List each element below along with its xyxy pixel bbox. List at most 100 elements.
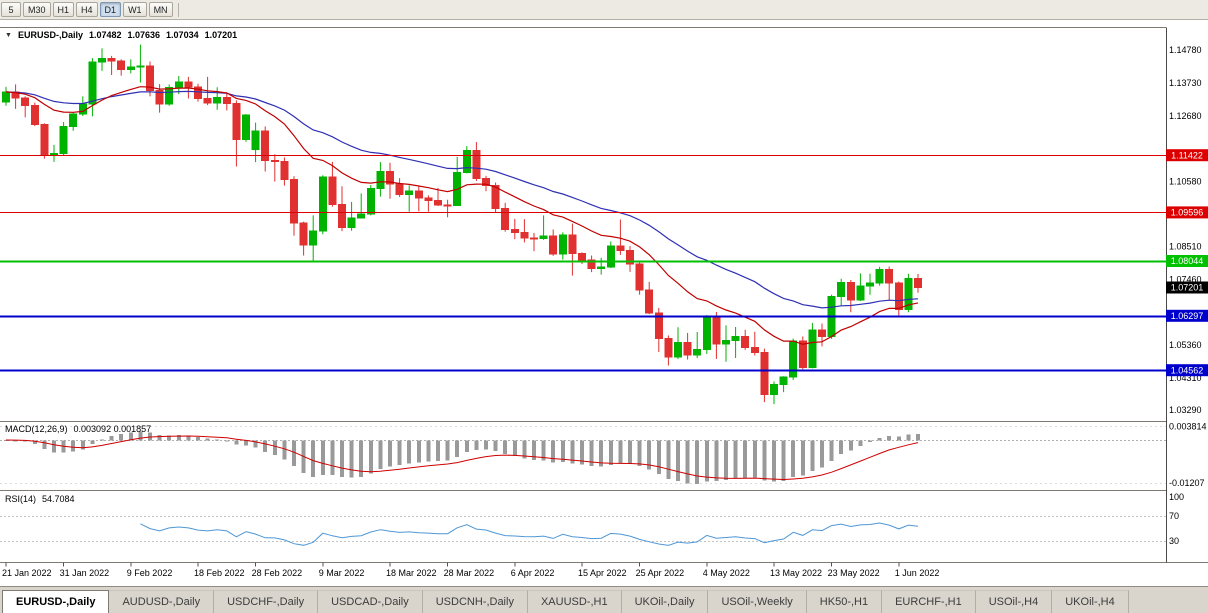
candle-body [270, 160, 279, 163]
candle-body [165, 87, 174, 105]
chart-tab-eurchf-h1[interactable]: EURCHF-,H1 [882, 590, 976, 613]
ohlc-close: 1.07201 [204, 30, 238, 40]
macd-bar [330, 440, 335, 476]
macd-bar [167, 435, 172, 441]
chart-workspace: 1.14780 1.13730 1.12680 1.10580 1.08510 1.074… [0, 20, 1208, 586]
candle-body [261, 130, 270, 162]
macd-bar [320, 440, 325, 475]
macd-bar [589, 440, 594, 466]
chart-tab-usdcnh-daily[interactable]: USDCNH-,Daily [422, 590, 528, 613]
candle-body [222, 96, 231, 105]
chart-tab-eurusd-daily[interactable]: EURUSD-,Daily [2, 590, 110, 613]
timeframe-button-M30[interactable]: M30 [23, 2, 51, 17]
macd-bar [80, 440, 85, 450]
candle-body [213, 96, 222, 104]
macd-bar [714, 440, 719, 482]
macd-bar [138, 431, 143, 441]
chart-tab-audusd-daily[interactable]: AUDUSD-,Daily [109, 590, 215, 613]
candle-body [203, 98, 212, 104]
candle-body [741, 336, 750, 348]
timeframe-button-5[interactable]: 5 [1, 2, 21, 17]
candle-body [712, 317, 721, 345]
candle-body [501, 208, 510, 231]
chart-tab-usoil-weekly[interactable]: USOil-,Weekly [708, 590, 807, 613]
date-tick-label: 23 May 2022 [828, 568, 880, 578]
macd-bar [532, 440, 536, 460]
candle-body [443, 204, 452, 207]
candle-body [184, 81, 193, 88]
macd-bar [234, 440, 239, 445]
candle-body [693, 349, 702, 356]
date-tick-label: 31 Jan 2022 [60, 568, 110, 578]
chart-tab-ukoil-h4[interactable]: UKOil-,H4 [1052, 590, 1129, 613]
timeframe-button-H4[interactable]: H4 [76, 2, 98, 17]
macd-bar [263, 440, 268, 452]
date-tick-label: 28 Feb 2022 [252, 568, 303, 578]
candle-body [558, 234, 567, 255]
macd-bar [368, 440, 373, 474]
macd-bar [551, 440, 556, 463]
support-badge-text: 1.06297 [1171, 311, 1204, 321]
macd-bar [436, 440, 440, 462]
macd-bar [877, 437, 882, 441]
timeframe-button-D1[interactable]: D1 [99, 2, 122, 17]
candle-body [194, 86, 202, 100]
timeframe-button-W1[interactable]: W1 [123, 2, 147, 17]
macd-bar [349, 440, 354, 478]
date-tick-label: 9 Mar 2022 [319, 568, 365, 578]
price-axis-label: 1.13730 [1169, 78, 1202, 88]
price-axis-label: 1.14780 [1169, 45, 1202, 55]
price-axis-label: 1.12680 [1169, 111, 1202, 121]
macd-bar [762, 440, 767, 481]
chart-tab-xauusd-h1[interactable]: XAUUSD-,H1 [527, 590, 622, 613]
candle-body [520, 232, 529, 239]
candle-body [117, 60, 126, 70]
candle-body [510, 229, 519, 234]
macd-axis-label: 0.003814 [1169, 421, 1207, 431]
date-tick-label: 6 Apr 2022 [511, 568, 555, 578]
candle-body [731, 336, 740, 341]
timeframe-button-MN[interactable]: MN [148, 2, 173, 17]
ohlc-open: 1.07482 [88, 30, 122, 40]
macd-name: MACD(12,26,9) [5, 424, 68, 434]
chart-tab-usdchf-daily[interactable]: USDCHF-,Daily [214, 590, 319, 613]
macd-bar [512, 440, 517, 457]
chart-canvas[interactable]: 1.14780 1.13730 1.12680 1.10580 1.08510 1.074… [0, 20, 1208, 586]
timeframe-button-H1[interactable]: H1 [52, 2, 75, 17]
macd-bar [42, 440, 47, 449]
date-tick-label: 4 May 2022 [703, 568, 750, 578]
chart-tab-ukoil-daily[interactable]: UKOil-,Daily [621, 590, 709, 613]
macd-bar [186, 435, 191, 441]
chart-tab-usdcad-daily[interactable]: USDCAD-,Daily [318, 590, 423, 613]
candle-body [798, 340, 807, 368]
candle-body [875, 269, 884, 284]
macd-bar [100, 439, 104, 441]
candle-body [722, 339, 730, 345]
candle-body [30, 105, 39, 126]
date-tick-label: 13 May 2022 [770, 568, 822, 578]
rsi-name: RSI(14) [5, 494, 37, 504]
candle-body [290, 178, 298, 224]
toolbar-separator [177, 2, 179, 17]
chart-tab-hk50-h1[interactable]: HK50-,H1 [806, 590, 883, 613]
date-tick-label: 21 Jan 2022 [2, 568, 52, 578]
candle-body [750, 346, 759, 353]
chevron-down-icon[interactable]: ▼ [5, 31, 12, 39]
candle-body [530, 237, 538, 240]
chart-symbol: EURUSD-,Daily [17, 30, 83, 40]
date-tick-label: 28 Mar 2022 [444, 568, 495, 578]
candle-body [136, 65, 145, 68]
candle-body [549, 235, 558, 255]
chart-tab-usoil-h4[interactable]: USOil-,H4 [975, 590, 1053, 613]
macd-bar [119, 434, 124, 441]
candle-body [856, 285, 865, 301]
candle-body [760, 351, 769, 395]
price-axis-label: 1.07460 [1169, 274, 1202, 284]
candle-body [40, 124, 49, 156]
candlestick-series [2, 44, 922, 405]
candle-body [309, 230, 318, 246]
candle-body [386, 171, 394, 185]
candle-body [69, 113, 78, 127]
macd-bar [388, 440, 392, 467]
date-tick-label: 15 Apr 2022 [578, 568, 627, 578]
